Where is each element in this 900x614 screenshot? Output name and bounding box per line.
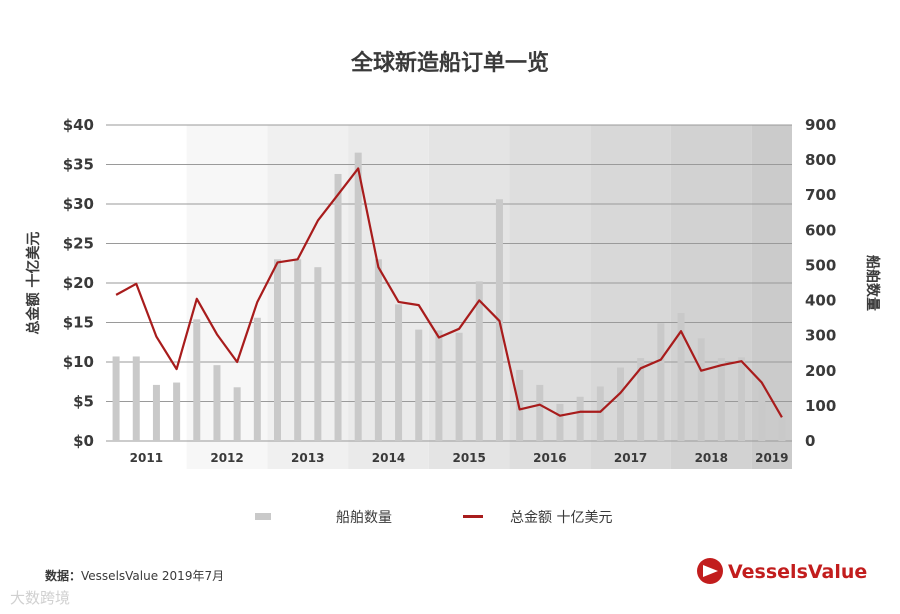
x-tick-label: 2017 bbox=[614, 451, 647, 465]
y-left-tick-label: $20 bbox=[63, 274, 94, 292]
bar bbox=[576, 396, 584, 441]
y-left-tick-label: $25 bbox=[63, 235, 94, 253]
brand-logo: VesselsValue bbox=[697, 558, 867, 584]
bar bbox=[738, 357, 746, 441]
bar bbox=[132, 356, 140, 441]
bar bbox=[475, 281, 483, 441]
bar bbox=[112, 356, 120, 441]
bar bbox=[193, 319, 201, 441]
x-tick-label: 2014 bbox=[372, 451, 405, 465]
y-left-tick-label: $15 bbox=[63, 314, 94, 332]
bar bbox=[536, 384, 544, 441]
x-tick-label: 2012 bbox=[210, 451, 243, 465]
y-right-tick-label: 500 bbox=[805, 256, 836, 274]
bar bbox=[374, 259, 382, 441]
bar bbox=[274, 259, 281, 441]
watermark: 大数跨境 bbox=[10, 589, 70, 607]
y-left-tick-label: $10 bbox=[63, 353, 94, 371]
x-tick-label: 2016 bbox=[533, 451, 566, 465]
y-left-tick-label: $30 bbox=[63, 195, 94, 213]
legend-line-label: 总金额 十亿美元 bbox=[510, 510, 612, 526]
y-left-axis: $0 $5 $10 $15 $20 $25 $30 $35 $40 bbox=[63, 116, 94, 450]
bar bbox=[294, 259, 302, 441]
bar bbox=[334, 173, 342, 442]
legend: 船舶数量 总金额 十亿美元 bbox=[255, 510, 612, 526]
y-left-axis-label: 总金额 十亿美元 bbox=[25, 232, 42, 335]
brand-logo-arrow-icon bbox=[703, 565, 718, 577]
y-right-tick-label: 400 bbox=[805, 292, 836, 310]
bar bbox=[395, 304, 403, 441]
y-right-tick-label: 300 bbox=[805, 327, 836, 345]
x-tick-label: 2011 bbox=[130, 451, 163, 465]
bar bbox=[213, 365, 221, 441]
bar bbox=[314, 267, 322, 441]
y-right-tick-label: 600 bbox=[805, 221, 836, 239]
x-axis: 2011 2012 2013 2014 2015 2016 2017 2018 2019 bbox=[130, 451, 789, 465]
bar bbox=[697, 338, 705, 441]
legend-bar-label: 船舶数量 bbox=[336, 510, 392, 526]
bar bbox=[415, 329, 423, 441]
total-value-line bbox=[115, 167, 783, 418]
bar bbox=[637, 358, 645, 441]
bar bbox=[717, 358, 725, 441]
y-left-tick-label: $40 bbox=[63, 116, 94, 134]
y-right-tick-label: 0 bbox=[805, 432, 815, 450]
y-right-axis-label: 船舶数量 bbox=[864, 255, 881, 311]
bar bbox=[758, 381, 766, 441]
bar bbox=[455, 332, 463, 441]
year-band bbox=[751, 125, 792, 469]
y-right-axis: 0 100 200 300 400 500 600 700 800 900 bbox=[805, 116, 836, 450]
bar bbox=[778, 410, 786, 441]
source-text: VesselsValue 2019年7月 bbox=[81, 569, 224, 583]
bar bbox=[233, 387, 241, 441]
line-series bbox=[115, 167, 783, 418]
y-right-tick-label: 200 bbox=[805, 362, 836, 380]
bar bbox=[617, 367, 624, 441]
source-note: 数据：VesselsValue 2019年7月 bbox=[45, 568, 224, 583]
y-left-tick-label: $5 bbox=[73, 393, 94, 411]
bar bbox=[556, 403, 564, 441]
source-label: 数据： bbox=[45, 568, 81, 583]
y-left-tick-label: $0 bbox=[73, 432, 94, 450]
bar bbox=[152, 384, 160, 441]
brand-name: VesselsValue bbox=[728, 561, 867, 583]
year-bands bbox=[106, 125, 792, 469]
bar bbox=[435, 330, 443, 441]
bar bbox=[596, 386, 604, 441]
x-tick-label: 2018 bbox=[695, 451, 728, 465]
bar bbox=[657, 323, 665, 441]
x-tick-label: 2015 bbox=[452, 451, 485, 465]
bar bbox=[253, 317, 261, 441]
x-tick-label: 2013 bbox=[291, 451, 324, 465]
bar bbox=[354, 152, 362, 441]
bar bbox=[677, 313, 685, 441]
y-right-tick-label: 800 bbox=[805, 151, 836, 169]
y-right-tick-label: 100 bbox=[805, 397, 836, 415]
legend-bar-swatch bbox=[255, 513, 271, 520]
legend-line-swatch bbox=[463, 515, 483, 518]
y-right-tick-label: 700 bbox=[805, 186, 836, 204]
x-tick-label: 2019 bbox=[755, 451, 788, 465]
bar bbox=[173, 382, 181, 441]
y-right-tick-label: 900 bbox=[805, 116, 836, 134]
chart-title: 全球新造船订单一览 bbox=[350, 50, 549, 76]
y-left-tick-label: $35 bbox=[63, 156, 94, 174]
